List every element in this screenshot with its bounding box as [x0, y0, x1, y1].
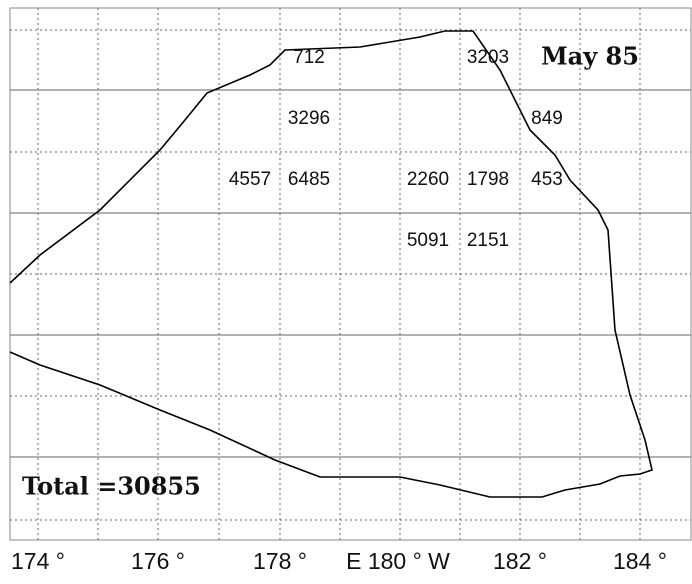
- cell-value: 3296: [288, 108, 330, 129]
- cell-value: 5091: [407, 230, 449, 251]
- x-axis-label: 174 °: [11, 548, 65, 574]
- cell-value: 849: [531, 108, 563, 129]
- cell-value: 2151: [467, 230, 509, 251]
- map-title: May 85: [541, 42, 639, 71]
- grid: [9, 7, 692, 541]
- x-axis-label: 178 °: [253, 548, 307, 574]
- cell-value: 3203: [467, 47, 509, 68]
- cell-value: 2260: [407, 169, 449, 190]
- total-label: Total =30855: [22, 472, 201, 501]
- cell-value: 6485: [288, 169, 330, 190]
- cell-value: 4557: [229, 169, 271, 190]
- x-axis-label: 184 °: [613, 548, 667, 574]
- x-axis-labels: 174 ° 176 ° 178 ° E 180 ° W 182 ° 184 °: [11, 548, 667, 574]
- cell-values: 712 3203 3296 849 4557 6485 2260 1798 453 5091 215…: [229, 47, 563, 251]
- x-axis-label: 176 °: [131, 548, 185, 574]
- x-axis-label: 182 °: [493, 548, 547, 574]
- x-axis-label: E 180 ° W: [346, 548, 450, 574]
- solid-lines: [10, 89, 691, 458]
- cell-value: 1798: [467, 169, 509, 190]
- survey-boundary: [9, 30, 653, 498]
- cell-value: 712: [293, 47, 325, 68]
- cell-value: 453: [531, 169, 563, 190]
- dotted-lines: [10, 8, 691, 540]
